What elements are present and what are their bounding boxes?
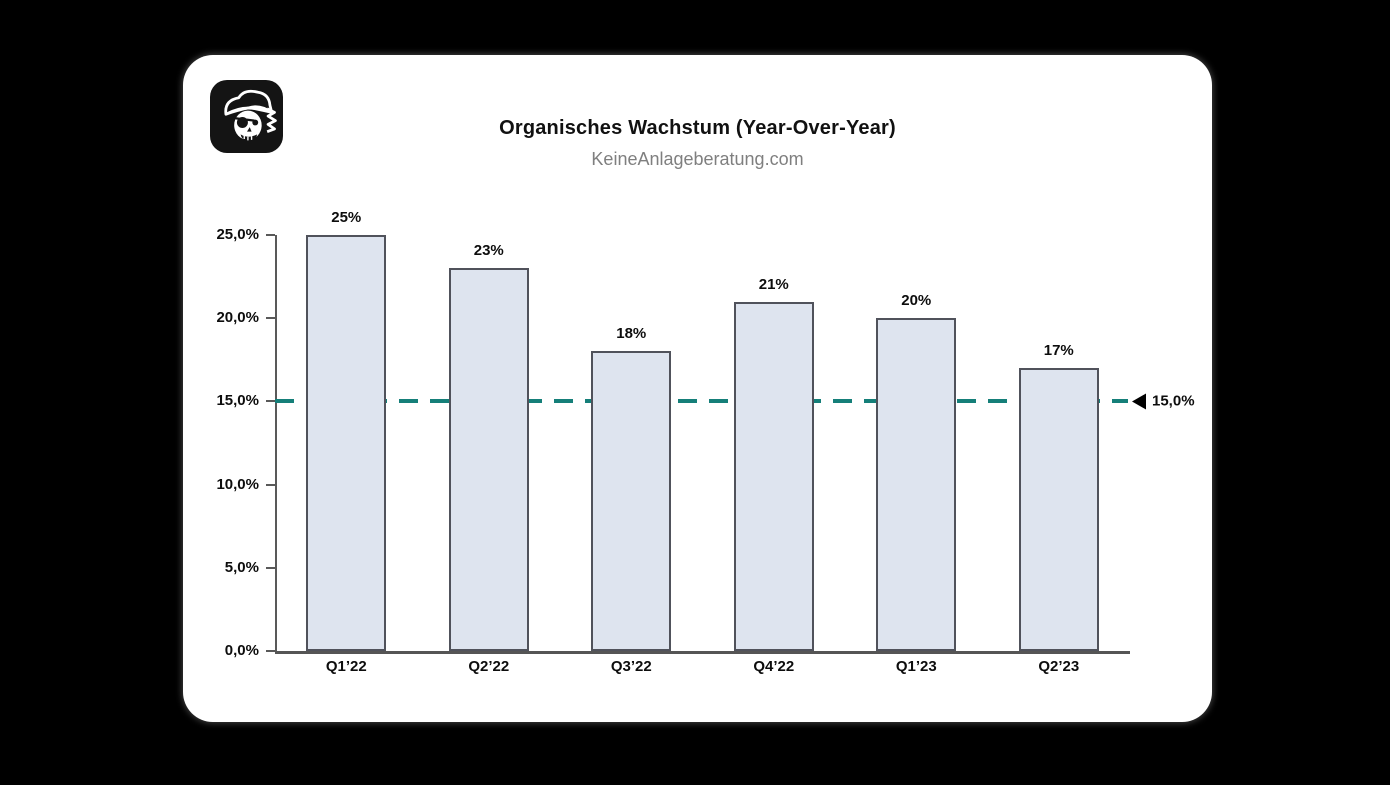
y-axis-tick-label: 20,0% xyxy=(216,309,259,327)
bar xyxy=(306,235,387,651)
x-axis-label: Q1’22 xyxy=(325,658,367,675)
bar-value-label: 18% xyxy=(616,325,647,343)
y-axis-tick xyxy=(266,566,275,569)
reference-label: 15,0% xyxy=(1152,392,1195,410)
bar xyxy=(591,351,672,651)
y-axis-tick-label: 0,0% xyxy=(224,642,259,659)
x-axis-label: Q3’22 xyxy=(610,658,652,675)
chart-title: Organisches Wachstum (Year-Over-Year) xyxy=(499,117,896,139)
bar xyxy=(448,268,529,651)
bar-value-label: 21% xyxy=(758,275,789,293)
bar xyxy=(876,318,957,651)
y-axis-tick-label: 15,0% xyxy=(216,392,259,410)
bar-value-label: 17% xyxy=(1043,342,1074,360)
reference-annotation: 15,0% xyxy=(1132,393,1195,410)
pirate-logo xyxy=(210,80,283,153)
x-axis-line xyxy=(275,651,1130,654)
slide-card: Organisches Wachstum (Year-Over-Year) Ke… xyxy=(183,55,1212,722)
x-axis-label: Q2’22 xyxy=(468,658,510,675)
x-axis-label: Q4’22 xyxy=(753,658,795,675)
chart-subtitle: KeineAnlageberatung.com xyxy=(591,149,804,169)
y-axis-tick xyxy=(266,483,275,486)
chart-header: Organisches Wachstum (Year-Over-Year) Ke… xyxy=(183,117,1212,170)
x-axis-label: Q1’23 xyxy=(895,658,937,675)
y-axis-tick xyxy=(266,650,275,652)
y-axis-tick xyxy=(266,400,275,403)
y-axis-tick xyxy=(266,234,275,236)
pirate-skull-icon xyxy=(223,89,277,141)
left-triangle-icon xyxy=(1132,393,1146,410)
reference-line xyxy=(275,399,1128,404)
y-axis-tick xyxy=(266,317,275,320)
y-axis-tick-label: 10,0% xyxy=(216,475,259,493)
y-axis-line xyxy=(275,235,277,651)
bar xyxy=(733,301,814,651)
y-axis-tick-label: 25,0% xyxy=(216,226,259,243)
x-axis-label: Q2’23 xyxy=(1038,658,1080,675)
y-axis-tick-label: 5,0% xyxy=(224,558,259,576)
bar-chart: 15,0% 25,0% 20,0% 15,0% 10,0% 5,0% 0,0% 25% Q1’… xyxy=(183,55,1212,722)
bar xyxy=(1018,368,1099,651)
bar-value-label: 25% xyxy=(331,209,362,226)
bar-value-label: 23% xyxy=(473,242,504,260)
bar-value-label: 20% xyxy=(901,292,932,310)
